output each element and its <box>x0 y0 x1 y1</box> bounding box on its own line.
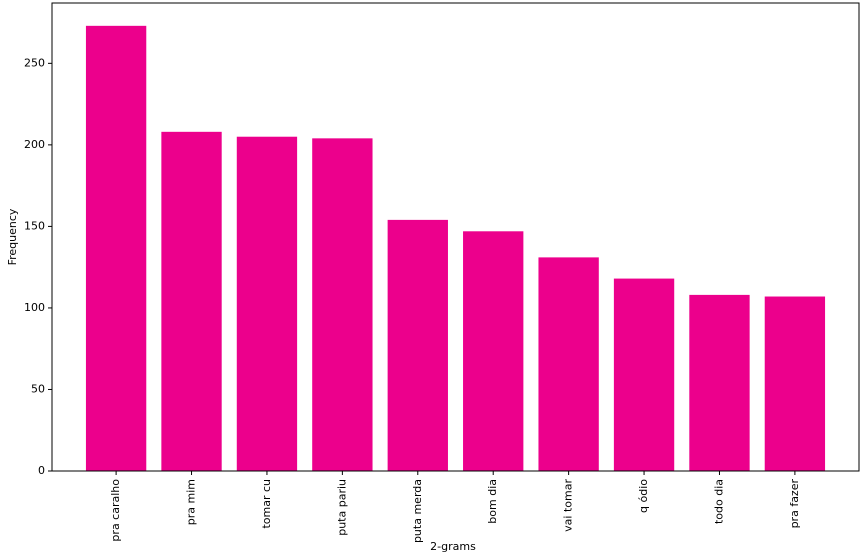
x-tick-label: tomar cu <box>260 479 273 529</box>
bar <box>236 136 298 471</box>
bar <box>538 257 599 471</box>
x-tick-label: q ódio <box>637 479 650 513</box>
x-tick-label: pra fazer <box>788 479 801 529</box>
x-tick-label: puta merda <box>411 479 424 543</box>
x-tick-label: todo dia <box>712 479 725 524</box>
x-tick-label: puta pariu <box>335 479 348 536</box>
bar <box>689 294 750 471</box>
bar <box>463 231 524 471</box>
y-axis-label: Frequency <box>6 208 19 265</box>
y-tick-label: 150 <box>24 219 45 232</box>
y-tick-label: 200 <box>24 138 45 151</box>
bar <box>764 296 826 471</box>
x-tick-label: pra mim <box>185 479 198 525</box>
y-tick-label: 0 <box>38 464 45 477</box>
x-axis-label: 2-grams <box>430 540 476 553</box>
y-tick-label: 100 <box>24 301 45 314</box>
x-tick-label: bom dia <box>486 479 499 524</box>
y-tick-label: 250 <box>24 56 45 69</box>
bar <box>161 131 222 471</box>
bar <box>387 219 448 471</box>
y-tick-label: 50 <box>31 382 45 395</box>
bar <box>85 25 147 472</box>
plot-frame <box>51 2 860 472</box>
x-tick-label: pra caralho <box>109 479 122 542</box>
bar <box>613 278 675 471</box>
x-tick-label: vai tomar <box>562 479 575 532</box>
bar <box>312 138 373 471</box>
